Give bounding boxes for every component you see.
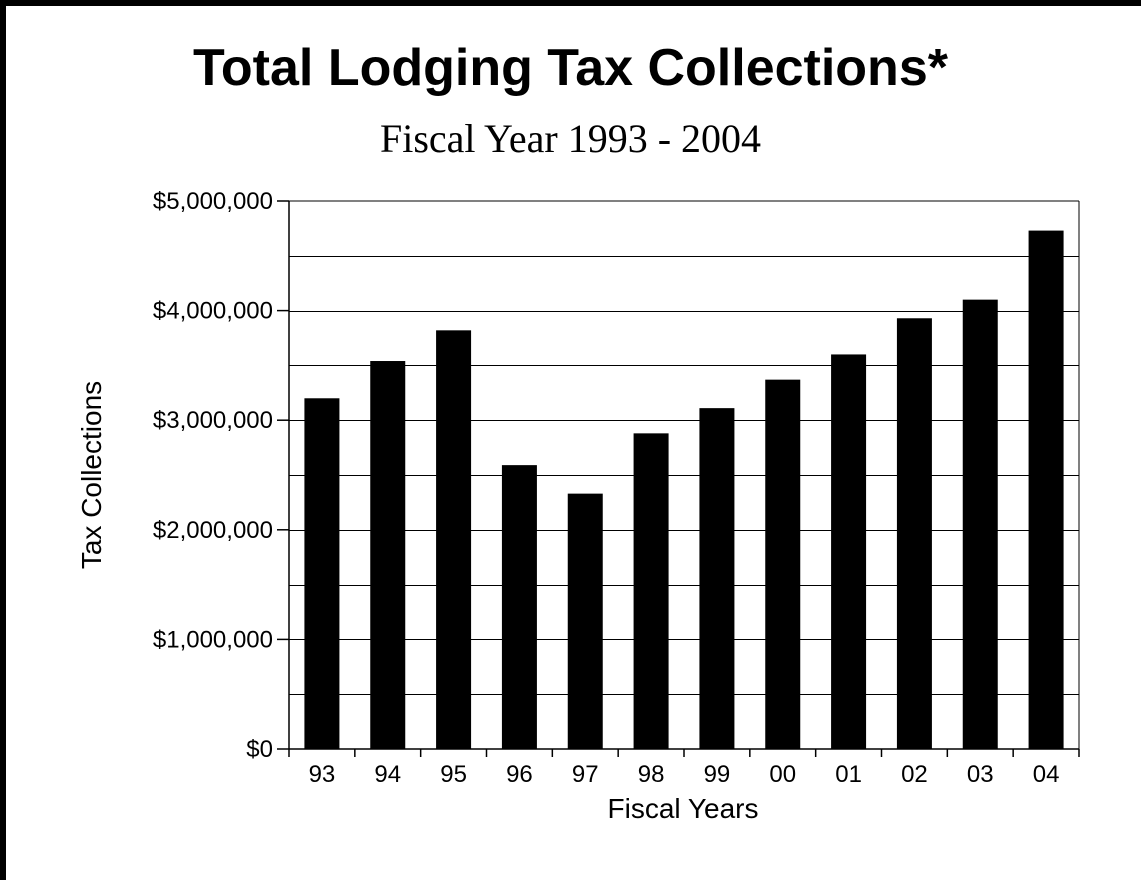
x-tick-label: 93 [309,761,336,788]
y-tick-label: $0 [246,736,273,763]
bar-97 [567,493,603,749]
y-tick-label: $1,000,000 [153,626,273,653]
x-tick-label: 02 [901,761,928,788]
axes [277,200,1080,757]
y-tick-label: $3,000,000 [153,407,273,434]
x-tick-label: 95 [440,761,467,788]
bar-04 [1028,230,1064,750]
y-tick-label: $2,000,000 [153,517,273,544]
x-tick-label: 94 [374,761,401,788]
x-tick-label: 00 [769,761,796,788]
bar-93 [304,398,340,749]
bar-98 [633,433,669,749]
x-tick-label: 03 [967,761,994,788]
bar-03 [962,299,998,749]
bar-95 [436,330,472,749]
x-tick-label: 99 [704,761,731,788]
y-tick-label: $5,000,000 [153,188,273,215]
x-axis-title: Fiscal Years [608,793,759,824]
bar-99 [699,408,735,749]
y-tick-label: $4,000,000 [153,298,273,325]
x-tick-label: 01 [835,761,862,788]
tick-labels: $0 $1,000,000 $2,000,000 $3,000,000 $4,000,0… [153,188,1060,788]
x-tick-label: 04 [1033,761,1060,788]
bar-96 [501,465,537,749]
gridlines [289,200,1080,749]
chart-title: Total Lodging Tax Collections* [193,39,948,97]
bar-01 [831,354,867,749]
y-axis-title: Tax Collections [76,381,107,569]
bars [304,230,1064,750]
bar-94 [370,361,406,749]
x-tick-label: 96 [506,761,533,788]
bar-00 [765,379,801,749]
x-tick-label: 98 [638,761,665,788]
bar-02 [896,318,932,749]
chart-subtitle: Fiscal Year 1993 - 2004 [379,116,762,161]
x-tick-label: 97 [572,761,599,788]
